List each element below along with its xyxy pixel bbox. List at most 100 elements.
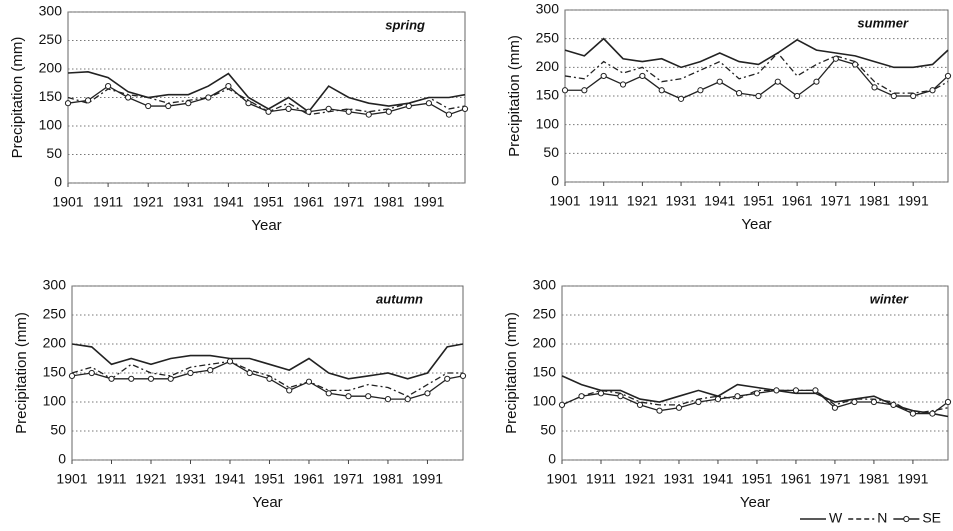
series-line (71, 343, 464, 380)
series-marker (890, 92, 897, 100)
y-tick-label: 200 (43, 335, 67, 351)
x-axis-label: Year (252, 494, 282, 511)
x-tick-label: 1901 (546, 471, 577, 487)
y-tick-label: 300 (533, 277, 557, 293)
series-marker (852, 61, 859, 68)
series-marker (753, 390, 761, 397)
y-tick-label: 300 (536, 1, 560, 17)
x-tick-label: 1901 (52, 194, 83, 210)
x-tick-label: 1911 (96, 471, 126, 487)
series-marker (84, 97, 92, 104)
x-tick-label: 1921 (627, 193, 658, 209)
x-tick-label: 1961 (293, 471, 324, 487)
series-marker (658, 87, 665, 94)
y-tick-label: 0 (551, 173, 559, 189)
legend-marker (903, 515, 910, 523)
series-marker (88, 369, 95, 377)
series-marker (794, 92, 801, 100)
x-tick-label: 1981 (859, 193, 890, 209)
series-marker (285, 105, 292, 113)
x-axis-label: Year (740, 494, 770, 511)
y-tick-label: 200 (533, 335, 557, 351)
series-marker (385, 108, 392, 115)
y-tick-label: 250 (536, 29, 560, 45)
series-marker (345, 393, 352, 400)
series-marker (944, 72, 952, 80)
x-tick-label: 1991 (413, 194, 444, 210)
series-marker (773, 387, 780, 394)
x-tick-label: 1951 (253, 194, 284, 210)
series-marker (167, 375, 174, 382)
series-marker (147, 375, 155, 382)
x-tick-label: 1911 (586, 471, 616, 487)
y-tick-label: 100 (43, 393, 67, 409)
y-tick-label: 0 (548, 451, 556, 467)
y-tick-label: 250 (39, 31, 63, 47)
series-marker (697, 87, 704, 94)
y-tick-label: 0 (54, 174, 62, 190)
series-marker (128, 375, 135, 382)
series-marker (871, 84, 878, 91)
y-axis-label: Precipitation (mm) (503, 312, 520, 434)
series-marker (185, 100, 192, 107)
x-tick-label: 1941 (214, 471, 245, 487)
series-marker (404, 396, 411, 403)
series-marker (619, 81, 627, 88)
y-tick-label: 250 (533, 306, 557, 322)
series-marker (305, 108, 312, 115)
x-tick-label: 1971 (820, 193, 851, 209)
x-tick-label: 1981 (372, 471, 403, 487)
x-tick-label: 1921 (133, 194, 164, 210)
series-marker (444, 375, 451, 382)
panel-title: winter (870, 291, 909, 306)
series-marker (424, 390, 431, 397)
x-tick-label: 1931 (663, 471, 694, 487)
x-tick-label: 1961 (782, 193, 813, 209)
series-marker (365, 393, 372, 400)
series-marker (675, 404, 683, 411)
series-marker (617, 393, 624, 400)
series-marker (832, 55, 839, 62)
series-marker (325, 105, 332, 113)
series-marker (265, 108, 272, 115)
x-axis-label: Year (251, 217, 281, 234)
series-line (561, 375, 949, 418)
series-marker (207, 367, 214, 374)
x-tick-label: 1931 (175, 471, 206, 487)
series-marker (944, 398, 952, 406)
x-tick-label: 1951 (743, 193, 774, 209)
x-tick-label: 1961 (293, 194, 324, 210)
y-tick-label: 100 (533, 393, 557, 409)
legend-label: SE (922, 510, 941, 526)
x-tick-label: 1911 (93, 194, 123, 210)
x-tick-label: 1971 (819, 471, 850, 487)
series-line (67, 71, 466, 113)
x-tick-label: 1981 (373, 194, 404, 210)
series-marker (636, 401, 644, 408)
x-tick-label: 1911 (589, 193, 619, 209)
series-marker (286, 387, 293, 394)
x-tick-label: 1921 (135, 471, 166, 487)
series-marker (561, 87, 569, 94)
series-line (564, 37, 949, 69)
series-marker (639, 72, 646, 80)
y-tick-label: 150 (536, 87, 560, 103)
x-tick-label: 1901 (549, 193, 580, 209)
series-marker (246, 369, 253, 377)
y-tick-label: 200 (536, 58, 560, 74)
x-tick-label: 1951 (741, 471, 772, 487)
y-tick-label: 300 (39, 3, 63, 19)
y-tick-label: 50 (543, 144, 559, 160)
series-marker (600, 72, 607, 80)
series-marker (64, 100, 72, 107)
series-marker (345, 108, 352, 115)
y-tick-label: 200 (39, 60, 63, 76)
x-axis-label: Year (741, 216, 771, 233)
series-marker (558, 401, 566, 408)
x-tick-label: 1941 (702, 471, 733, 487)
series-marker (325, 390, 332, 397)
x-tick-label: 1981 (858, 471, 889, 487)
x-tick-label: 1941 (704, 193, 735, 209)
series-marker (266, 375, 273, 382)
